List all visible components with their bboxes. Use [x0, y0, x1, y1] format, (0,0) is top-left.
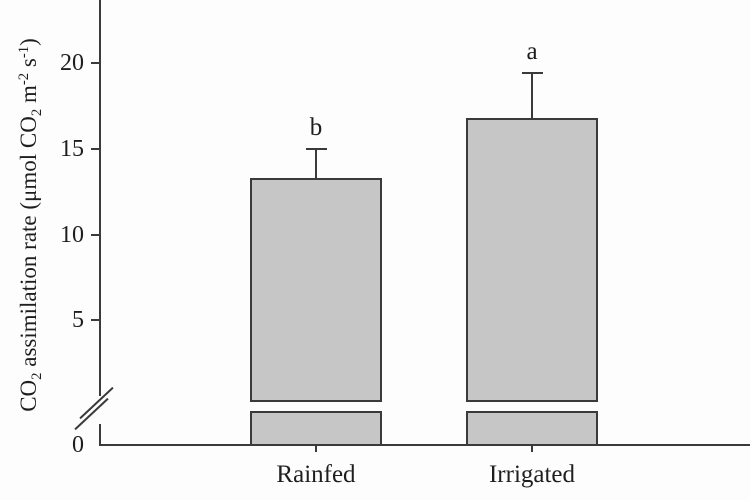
error-bar-line [315, 149, 317, 178]
y-tick-label: 20 [60, 50, 84, 76]
y-axis-line [99, 424, 101, 446]
y-tick-mark [91, 148, 100, 150]
y-tick-label: 5 [72, 307, 84, 333]
x-axis-line [99, 444, 750, 446]
error-bar-line [531, 73, 533, 118]
bar-stub-rainfed [250, 411, 382, 446]
y-axis-title-text: m [16, 85, 41, 109]
bar-irrigated [466, 118, 598, 402]
error-bar-cap [306, 148, 327, 150]
y-tick-label: 0 [72, 432, 84, 458]
significance-letter: b [309, 114, 323, 141]
axis-break-icon [74, 397, 109, 431]
category-label-rainfed: Rainfed [276, 461, 356, 488]
significance-letter: a [526, 38, 538, 65]
y-tick-mark [91, 62, 100, 64]
error-bar-cap [522, 72, 543, 74]
y-axis-title-subscript: 2 [29, 372, 45, 380]
y-tick-label: 10 [60, 222, 84, 248]
y-axis-title-text: ) [16, 38, 41, 46]
y-axis-line [99, 0, 101, 396]
y-axis-title-superscript: -1 [16, 45, 32, 59]
y-axis-title-text: CO [16, 379, 41, 412]
y-axis-title-superscript: -2 [16, 72, 32, 86]
axis-break-icon [79, 386, 114, 420]
x-tick-mark [531, 446, 533, 452]
y-tick-label: 15 [60, 136, 84, 162]
y-tick-mark [91, 319, 100, 321]
bar-rainfed [250, 178, 382, 402]
y-tick-mark [91, 234, 100, 236]
x-tick-mark [315, 446, 317, 452]
bar-stub-irrigated [466, 411, 598, 446]
y-axis-title-subscript: 2 [29, 108, 45, 117]
category-label-irrigated: Irrigated [488, 461, 576, 488]
